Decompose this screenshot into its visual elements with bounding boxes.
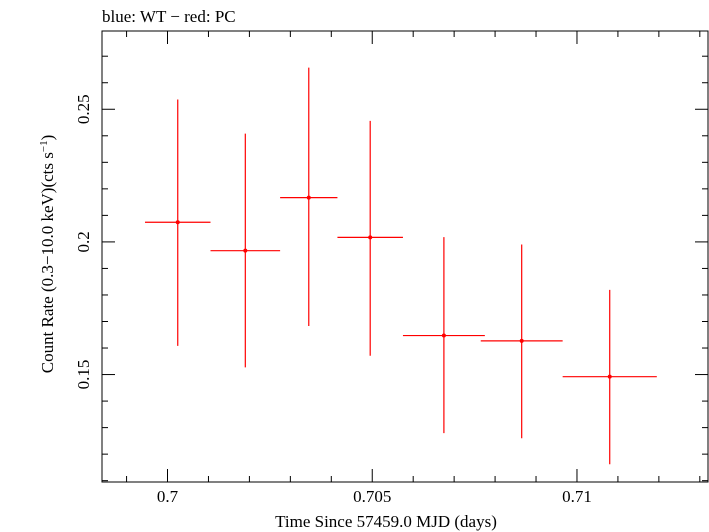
y-axis-label-superscript: −1 bbox=[38, 140, 50, 152]
data-marker bbox=[519, 338, 524, 343]
y-tick-label: 0.2 bbox=[74, 231, 93, 252]
data-point bbox=[337, 120, 403, 356]
chart-title: blue: WT − red: PC bbox=[102, 7, 236, 26]
y-tick-label: 0.25 bbox=[74, 94, 93, 124]
data-point bbox=[280, 67, 338, 327]
data-marker bbox=[368, 235, 373, 240]
axis-tick-labels: 0.7 0.705 0.71 0.15 0.2 0.25 bbox=[74, 94, 592, 506]
data-marker bbox=[243, 248, 248, 253]
data-point bbox=[562, 289, 657, 465]
plot-frame bbox=[101, 30, 709, 483]
data-marker bbox=[441, 333, 446, 338]
data-points bbox=[144, 67, 657, 465]
y-tick-label: 0.15 bbox=[74, 360, 93, 390]
data-point bbox=[144, 99, 211, 346]
data-point bbox=[480, 244, 563, 439]
x-tick-label: 0.705 bbox=[353, 487, 391, 506]
data-marker bbox=[306, 195, 311, 200]
x-tick-label: 0.71 bbox=[562, 487, 592, 506]
data-point bbox=[402, 237, 485, 434]
x-axis-label: Time Since 57459.0 MJD (days) bbox=[275, 512, 497, 531]
data-marker bbox=[175, 220, 180, 225]
data-marker bbox=[607, 374, 612, 379]
data-point bbox=[210, 133, 281, 368]
axis-ticks bbox=[102, 31, 708, 482]
x-tick-label: 0.7 bbox=[157, 487, 179, 506]
y-axis-label-close: ) bbox=[38, 135, 57, 141]
y-axis-label: Count Rate (0.3−10.0 keV)(cts s−1) bbox=[38, 135, 57, 374]
y-axis-label-main: Count Rate (0.3−10.0 keV)(cts s bbox=[38, 152, 57, 373]
